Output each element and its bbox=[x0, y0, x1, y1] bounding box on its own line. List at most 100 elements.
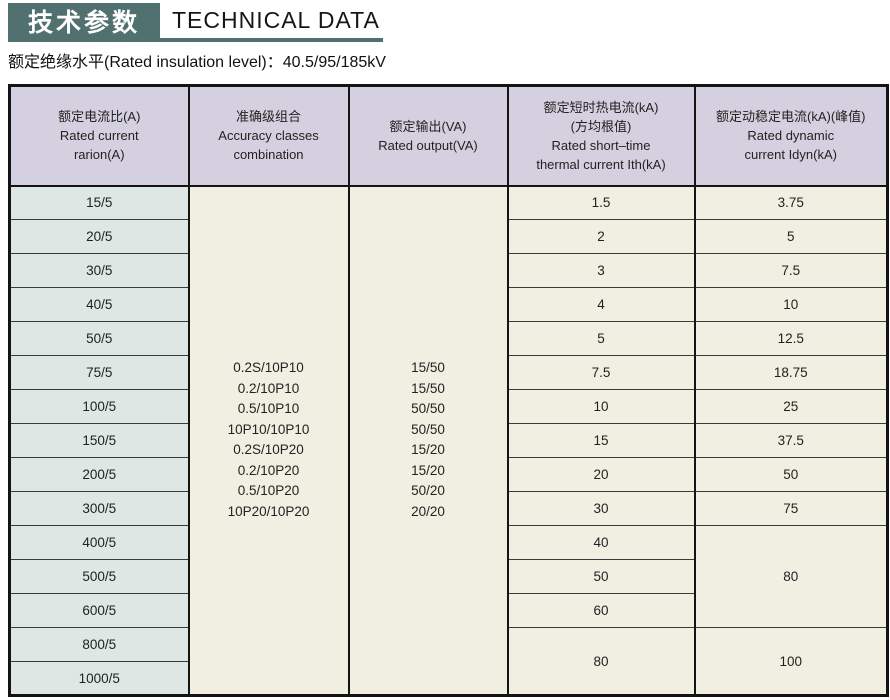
table-head: 额定电流比(A) Rated current rarion(A) 准确级组合 Accur… bbox=[8, 85, 889, 187]
ratio-cell: 40/5 bbox=[8, 287, 190, 322]
thermal-current-cell: 30 bbox=[506, 491, 696, 526]
ratio-cell: 1000/5 bbox=[8, 661, 190, 696]
rated-output-cell: 15/50 15/50 50/50 50/50 15/20 15/20 50/20 20/20 bbox=[347, 185, 509, 696]
column-header-line: 准确级组合 bbox=[235, 109, 301, 125]
accuracy-class-line: 0.5/10P10 bbox=[237, 401, 300, 417]
table-row: 15/5 0.2S/10P10 0.2/10P10 0.5/10P10 10P10/10… bbox=[8, 185, 889, 696]
title-underline bbox=[8, 38, 383, 42]
thermal-current-cell: 3 bbox=[506, 253, 696, 288]
page-header: 技术参数 TECHNICAL DATA 额定绝缘水平(Rated insulat… bbox=[0, 0, 890, 84]
column-header-line: (方均根值) bbox=[570, 118, 632, 134]
table-row: 400/5 40 80 bbox=[8, 525, 889, 628]
column-header-dynamic: 额定动稳定电流(kA)(峰值) Rated dynamic current Idyn… bbox=[693, 85, 889, 187]
dynamic-current-cell: 5 bbox=[693, 219, 889, 254]
dynamic-current-cell: 100 bbox=[693, 627, 889, 696]
table-row: 100/5 10 25 bbox=[8, 389, 889, 424]
rated-output-line: 50/50 bbox=[411, 401, 445, 417]
thermal-current-cell: 5 bbox=[506, 321, 696, 356]
table-row: 500/5 50 bbox=[8, 559, 888, 594]
rated-output-line: 50/20 bbox=[411, 483, 445, 499]
thermal-current-cell: 1.5 bbox=[506, 185, 696, 220]
ratio-cell: 50/5 bbox=[8, 321, 190, 356]
rated-output-line: 15/50 bbox=[411, 380, 445, 396]
column-header-line: Rated output(VA) bbox=[378, 137, 478, 153]
table-row: 40/5 4 10 bbox=[8, 287, 889, 322]
table-row: 20/5 2 5 bbox=[8, 219, 889, 254]
dynamic-current-cell: 25 bbox=[693, 389, 889, 424]
accuracy-class-line: 0.2S/10P10 bbox=[233, 360, 304, 376]
thermal-current-cell: 20 bbox=[506, 457, 696, 492]
accuracy-class-line: 10P20/10P20 bbox=[227, 503, 310, 519]
section-title-en: TECHNICAL DATA bbox=[172, 7, 380, 33]
thermal-current-cell: 60 bbox=[506, 593, 696, 628]
ratio-cell: 200/5 bbox=[8, 457, 190, 492]
thermal-current-cell: 15 bbox=[506, 423, 696, 458]
rated-output-line: 15/50 bbox=[411, 360, 445, 376]
accuracy-class-line: 0.5/10P20 bbox=[237, 483, 300, 499]
section-title-cn-text: 技术参数 bbox=[27, 8, 140, 37]
column-header-line: combination bbox=[233, 147, 304, 163]
column-header-thermal: 额定短时热电流(kA) (方均根值) Rated short–time thermal… bbox=[506, 85, 696, 187]
thermal-current-cell: 4 bbox=[506, 287, 696, 322]
ratio-cell: 400/5 bbox=[8, 525, 190, 560]
column-header-output: 额定输出(VA) Rated output(VA) bbox=[347, 85, 509, 187]
dynamic-current-cell: 7.5 bbox=[693, 253, 889, 288]
rated-output-line: 15/20 bbox=[411, 462, 445, 478]
section-title-cn: 技术参数 bbox=[8, 3, 160, 38]
rated-output-line: 15/20 bbox=[411, 442, 445, 458]
column-header-line: current Idyn(kA) bbox=[744, 147, 837, 163]
ratio-cell: 20/5 bbox=[8, 219, 190, 254]
ratio-cell: 800/5 bbox=[8, 627, 190, 662]
column-header-line: Rated current bbox=[59, 128, 139, 144]
accuracy-classes-cell: 0.2S/10P10 0.2/10P10 0.5/10P10 10P10/10P10 0… bbox=[187, 185, 350, 696]
column-header-line: 额定电流比(A) bbox=[58, 109, 141, 125]
dynamic-current-cell: 18.75 bbox=[693, 355, 889, 390]
dynamic-current-cell: 3.75 bbox=[693, 185, 889, 220]
column-header-line: rarion(A) bbox=[73, 147, 125, 163]
rated-insulation-level: 额定绝缘水平(Rated insulation level)：40.5/95/1… bbox=[8, 54, 386, 71]
accuracy-class-line: 0.2/10P10 bbox=[237, 380, 300, 396]
table-body: 15/5 0.2S/10P10 0.2/10P10 0.5/10P10 10P10/10… bbox=[8, 185, 889, 696]
dynamic-current-cell: 10 bbox=[693, 287, 889, 322]
thermal-current-cell: 7.5 bbox=[506, 355, 696, 390]
table-row: 30/5 3 7.5 bbox=[8, 253, 889, 288]
column-header-line: 额定输出(VA) bbox=[389, 118, 467, 134]
thermal-current-cell: 40 bbox=[506, 525, 696, 560]
rated-output-line: 50/50 bbox=[411, 421, 445, 437]
dynamic-current-cell: 75 bbox=[693, 491, 889, 526]
accuracy-class-line: 10P10/10P10 bbox=[227, 421, 310, 437]
column-header-line: Accuracy classes bbox=[218, 128, 319, 144]
column-header-line: thermal current Ith(kA) bbox=[536, 156, 666, 172]
column-header-line: 额定动稳定电流(kA)(峰值) bbox=[716, 109, 866, 125]
table-row: 200/5 20 50 bbox=[8, 457, 889, 492]
ratio-cell: 300/5 bbox=[8, 491, 190, 526]
accuracy-class-line: 0.2/10P20 bbox=[237, 462, 300, 478]
column-header-line: Rated dynamic bbox=[747, 128, 835, 144]
header-row: 额定电流比(A) Rated current rarion(A) 准确级组合 Accur… bbox=[8, 85, 889, 187]
column-header-ratio: 额定电流比(A) Rated current rarion(A) bbox=[8, 85, 190, 187]
ratio-cell: 15/5 bbox=[8, 185, 190, 220]
ratio-cell: 500/5 bbox=[8, 559, 190, 594]
table-row: 50/5 5 12.5 bbox=[8, 321, 889, 356]
dynamic-current-cell: 80 bbox=[693, 525, 889, 628]
table-row: 600/5 60 bbox=[8, 593, 888, 628]
ratio-cell: 30/5 bbox=[8, 253, 190, 288]
dynamic-current-cell: 37.5 bbox=[693, 423, 889, 458]
table-row: 800/5 80 100 bbox=[8, 627, 889, 696]
table-row: 150/5 15 37.5 bbox=[8, 423, 889, 458]
ratio-cell: 100/5 bbox=[8, 389, 190, 424]
dynamic-current-cell: 12.5 bbox=[693, 321, 889, 356]
thermal-current-cell: 10 bbox=[506, 389, 696, 424]
rated-output-line: 20/20 bbox=[411, 503, 445, 519]
table-row: 1000/5 bbox=[8, 661, 888, 696]
ratio-cell: 600/5 bbox=[8, 593, 190, 628]
ratio-cell: 150/5 bbox=[8, 423, 190, 458]
column-header-accuracy: 准确级组合 Accuracy classes combination bbox=[187, 85, 350, 187]
ratio-cell: 75/5 bbox=[8, 355, 190, 390]
thermal-current-cell: 2 bbox=[506, 219, 696, 254]
thermal-current-cell: 80 bbox=[506, 627, 696, 696]
thermal-current-cell: 50 bbox=[506, 559, 696, 594]
column-header-line: Rated short–time bbox=[551, 137, 651, 153]
technical-data-table: 额定电流比(A) Rated current rarion(A) 准确级组合 Accur… bbox=[8, 84, 889, 697]
accuracy-class-line: 0.2S/10P20 bbox=[233, 442, 304, 458]
